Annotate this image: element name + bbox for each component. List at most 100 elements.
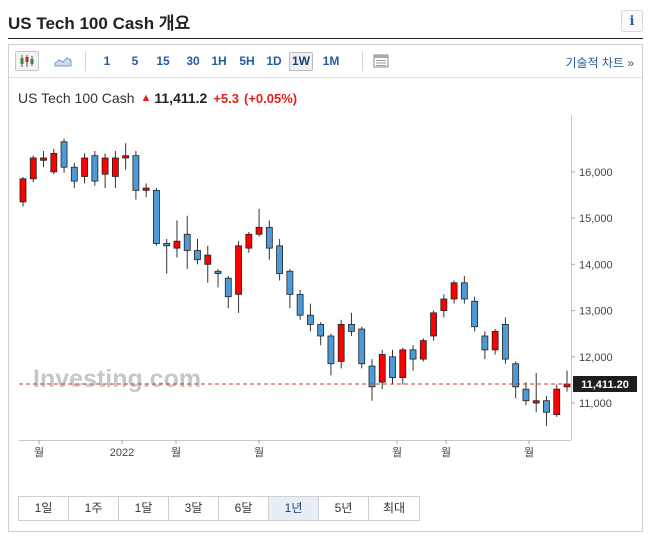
y-tick-label: 12,000: [579, 352, 613, 364]
candle-body: [132, 155, 140, 191]
candle-body: [194, 250, 201, 261]
candle-body: [337, 324, 345, 362]
range-button[interactable]: 1주: [69, 497, 119, 520]
x-tick-label: 월: [171, 446, 181, 459]
candle-body: [450, 282, 458, 300]
table-icon[interactable]: [369, 51, 393, 71]
interval-button-15[interactable]: 15: [156, 54, 170, 68]
candle-body: [173, 240, 181, 249]
y-tick-label: 14,000: [579, 259, 613, 271]
x-tick-label: 월: [392, 446, 402, 459]
instrument-name: US Tech 100 Cash: [18, 90, 135, 106]
candle-body: [29, 157, 37, 180]
candle-body: [40, 157, 47, 161]
candle-body: [532, 400, 540, 404]
last-price: 11,411.2: [154, 90, 208, 106]
candle-body: [70, 166, 78, 182]
y-tick-label: 16,000: [579, 167, 613, 179]
area-chart-icon[interactable]: [51, 51, 75, 71]
candle-body: [142, 187, 150, 191]
candle-body: [214, 270, 222, 274]
interval-button-1d[interactable]: 1D: [266, 54, 282, 68]
candle-body: [224, 277, 232, 298]
candle-body: [122, 155, 130, 159]
candle-body: [378, 354, 386, 383]
candle-body: [245, 233, 253, 249]
chart-toolbar: 1 5 15 30 1H 5H 1D 1W 1M 기술적 차트 »: [9, 45, 642, 78]
candle-body: [317, 324, 325, 337]
candle-body: [399, 349, 407, 378]
candle-body: [255, 226, 263, 235]
candle-body: [368, 365, 376, 388]
y-tick-label: 15,000: [579, 213, 613, 225]
candle-body: [296, 293, 304, 316]
candle-body: [491, 330, 499, 351]
candlestick-chart[interactable]: 16,000 15,000 14,000 13,000 12,000 11,000 월 202…: [9, 45, 642, 485]
interval-button-1[interactable]: 1: [103, 54, 111, 68]
title-divider: [8, 38, 643, 39]
price-change-percent: (+0.05%): [244, 90, 298, 106]
chart-widget: 1 5 15 30 1H 5H 1D 1W 1M 기술적 차트 » US Tech 100 Ca…: [8, 44, 643, 532]
current-price-label: 11,411.20: [581, 379, 629, 391]
candle-body: [553, 388, 561, 415]
candle-body: [163, 243, 171, 247]
candle-body: [111, 157, 119, 177]
technical-chart-link[interactable]: 기술적 차트 »: [565, 56, 634, 70]
candle-body: [358, 328, 366, 365]
candle-body: [460, 282, 468, 300]
candle-body: [81, 157, 88, 177]
interval-button-30[interactable]: 30: [186, 54, 200, 68]
candle-body: [543, 400, 550, 413]
range-button[interactable]: 1년: [269, 497, 319, 520]
candle-body: [419, 340, 427, 360]
candle-body: [327, 335, 335, 365]
candle-body: [430, 312, 437, 337]
price-change: +5.3: [213, 90, 239, 106]
candlestick-icon[interactable]: [15, 51, 39, 71]
range-button[interactable]: 최대: [369, 497, 419, 520]
info-icon: i: [629, 13, 635, 29]
candle-body: [512, 363, 520, 388]
x-tick-label: 월: [34, 446, 44, 459]
candle-body: [348, 324, 355, 332]
info-button[interactable]: i: [621, 10, 643, 32]
x-tick-label: 2022: [110, 447, 134, 459]
candle-body: [204, 254, 212, 265]
range-button[interactable]: 1달: [119, 497, 169, 520]
candle-body: [91, 155, 99, 182]
interval-button-1w[interactable]: 1W: [289, 52, 313, 71]
investing-watermark: Investing.com: [33, 365, 201, 393]
interval-button-5[interactable]: 5: [131, 54, 139, 68]
candle-body: [235, 245, 242, 295]
current-price-badge: [573, 376, 637, 393]
candle-body: [389, 356, 396, 378]
range-button[interactable]: 5년: [319, 497, 369, 520]
toolbar-divider: [85, 51, 86, 71]
interval-button-5h[interactable]: 5H: [239, 54, 255, 68]
candle-body: [306, 314, 314, 325]
y-tick-label: 13,000: [579, 306, 613, 318]
candle-body: [481, 335, 489, 351]
range-button[interactable]: 3달: [169, 497, 219, 520]
interval-button-1h[interactable]: 1H: [211, 54, 227, 68]
candle-body: [409, 349, 417, 360]
interval-button-1m[interactable]: 1M: [322, 54, 340, 68]
x-tick-label: 월: [441, 446, 451, 459]
candle-body: [50, 152, 58, 173]
candle-body: [19, 178, 27, 203]
y-tick-label: 11,000: [579, 398, 612, 410]
range-button[interactable]: 1일: [19, 497, 69, 520]
toolbar-divider: [362, 51, 363, 71]
candle-body: [522, 388, 530, 402]
candle-body: [471, 300, 479, 328]
candle-body: [502, 324, 509, 360]
quote-line: US Tech 100 Cash ▲ 11,411.2 +5.3 (+0.05%…: [18, 90, 297, 106]
candle-body: [60, 141, 68, 168]
candle-body: [153, 189, 160, 244]
candle-body: [265, 226, 273, 249]
candle-body: [276, 245, 284, 274]
range-button[interactable]: 6달: [219, 497, 269, 520]
candle-body: [101, 157, 109, 175]
candle-body: [286, 270, 294, 295]
up-arrow-icon: ▲: [140, 92, 152, 104]
